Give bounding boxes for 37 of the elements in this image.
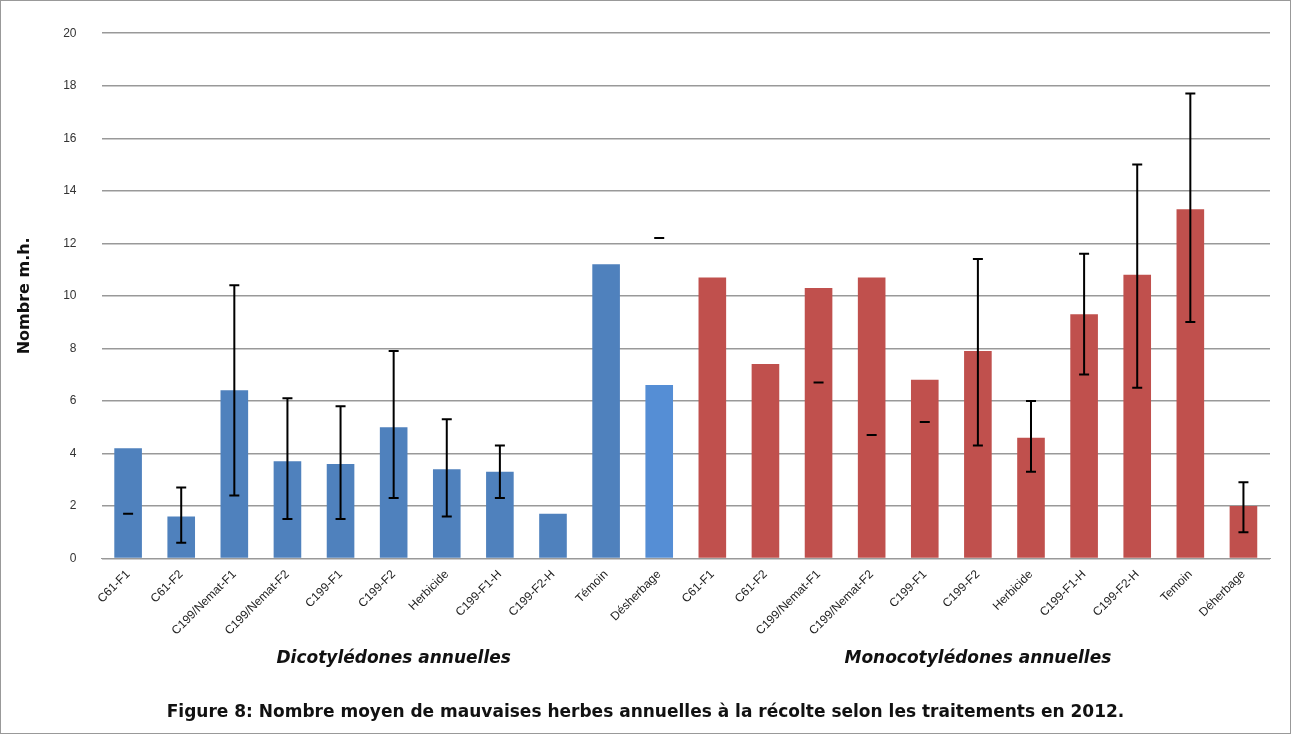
bar: [273, 461, 302, 558]
y-tick-label: 6: [69, 393, 77, 408]
y-tick-label: 4: [69, 445, 77, 460]
y-tick-label: 18: [63, 78, 77, 93]
bar: [486, 471, 514, 558]
bar: [114, 448, 142, 558]
text: Monocotylédones annuelles: [844, 647, 1112, 667]
text: Dicotylédones annuelles: [276, 647, 511, 667]
bar: [698, 277, 727, 558]
y-tick-label: 16: [63, 130, 77, 145]
bar: [326, 463, 355, 558]
bar: [432, 469, 461, 558]
bar: [592, 264, 620, 558]
bar: [804, 287, 833, 558]
y-tick-label: 12: [63, 235, 77, 250]
y-tick-label: 14: [63, 183, 77, 198]
bar: [220, 390, 249, 558]
bar: [1017, 437, 1045, 558]
bar: [1123, 274, 1152, 558]
y-axis-title: Nombre m.h.: [13, 237, 33, 355]
y-tick-label: 20: [63, 25, 77, 40]
y-tick-label: 2: [69, 498, 77, 513]
bar: [1176, 209, 1205, 558]
y-tick-label: 8: [69, 340, 77, 355]
bar: [751, 364, 780, 558]
bar: [857, 277, 886, 558]
bar: [1070, 314, 1098, 558]
bar: [964, 350, 992, 558]
bar: [645, 385, 674, 558]
bar: [539, 513, 567, 558]
text: Figure 8: Nombre moyen de mauvaises herbes annuelles à la récolte selon les traitements en 2012.: [165, 701, 1126, 721]
y-tick-label: 0: [69, 550, 77, 565]
y-tick-label: 10: [63, 288, 77, 303]
bar: [379, 427, 408, 558]
bar: [167, 516, 196, 558]
bar: [910, 379, 939, 558]
bar: [1229, 505, 1258, 558]
